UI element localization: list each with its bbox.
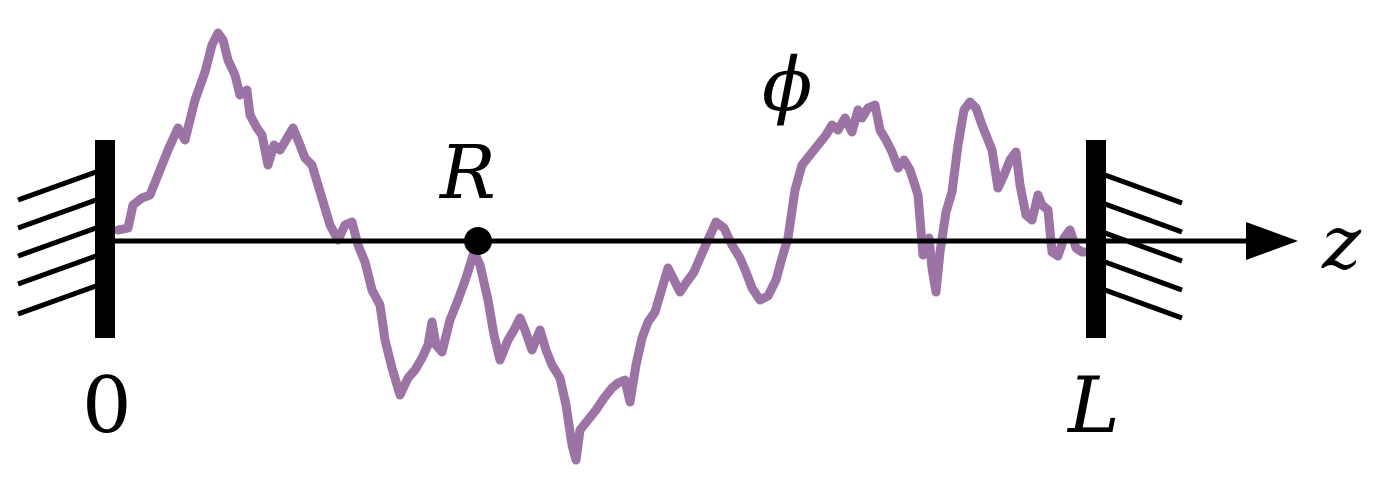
point-r-marker: [464, 227, 492, 255]
right-wall: [1086, 140, 1106, 338]
field-phi-label: ϕ: [762, 42, 812, 128]
left-wall-hatching: [17, 169, 97, 317]
right-end-label: L: [1066, 361, 1120, 451]
left-end-label: 0: [82, 361, 132, 451]
axis-z-label: z: [1321, 200, 1362, 286]
z-axis-arrowhead: [1246, 222, 1298, 260]
field-profile-curve: [113, 28, 1097, 465]
right-wall-hatching: [1104, 172, 1183, 321]
point-r-label: R: [438, 130, 496, 216]
left-wall: [95, 140, 115, 338]
